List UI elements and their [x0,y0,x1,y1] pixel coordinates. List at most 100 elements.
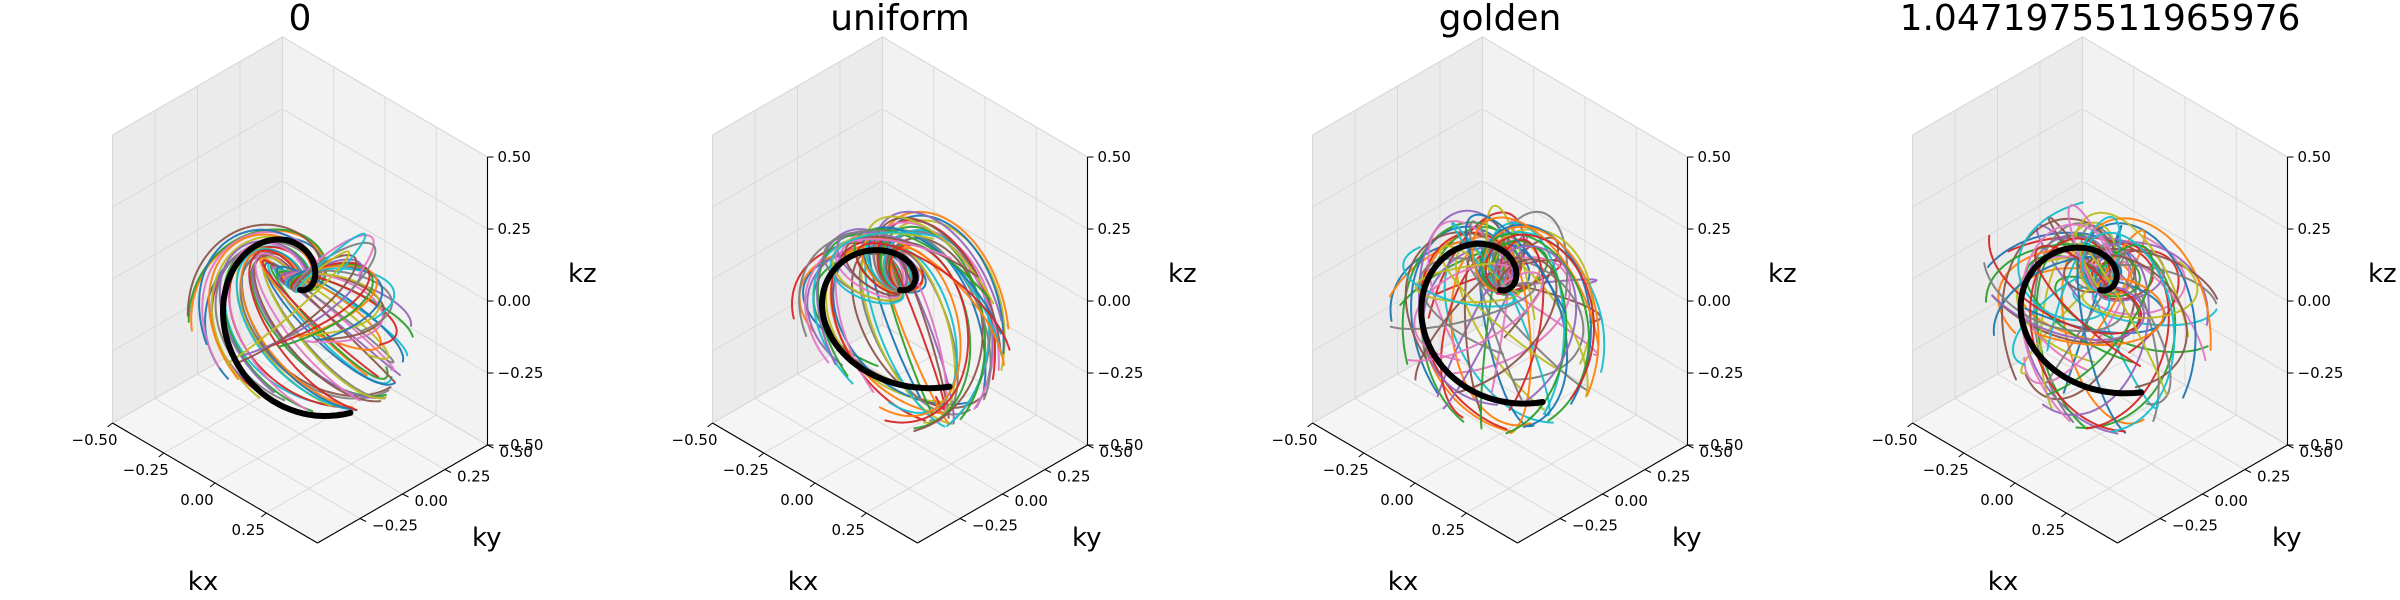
x-tick-label: −0.25 [1923,461,1969,479]
z-axis-label: kz [1168,259,1197,289]
x-tick-label: 0.25 [2032,521,2065,539]
z-axis-label: kz [2368,259,2397,289]
panel-1: −0.50 −0.25 0.00 0.25 −0.25 0.00 0.25 0.50 −0.50… [72,0,597,597]
y-axis-label: ky [1672,523,1702,553]
z-tick-label: −0.50 [1698,436,1744,454]
y-tick-label: −0.25 [2172,517,2218,535]
trajectory-41 [1481,223,1592,405]
y-tick-label: 0.50 [1100,443,1133,461]
tick-labels: −0.50−0.250.000.25 −0.250.000.250.50−0.50… [1872,148,2344,539]
x-tick-label: 0.00 [1380,491,1413,509]
y-axis-label: ky [1072,523,1102,553]
z-tick-label: 0.00 [1098,292,1131,310]
trajectory-54 [855,242,1011,351]
tick-labels: −0.50−0.250.000.25 −0.250.000.250.50−0.50… [672,148,1144,539]
y-tick-label: 0.25 [1657,468,1690,486]
z-tick-label: 0.25 [1698,220,1731,238]
panel-title: golden [1439,0,1562,39]
z-tick-label: −0.25 [498,364,544,382]
x-tick-label: 0.25 [1432,521,1465,539]
panel-3: −0.50 −0.25 0.00 0.25 −0.25 0.00 0.25 0.50 −0.50… [1272,0,1797,597]
z-tick-label: −0.50 [498,436,544,454]
y-axis-label: ky [2272,523,2302,553]
tick-labels: −0.50 −0.25 0.00 0.25 −0.25 0.00 0.25 0.50 −0.50… [1272,148,1744,539]
panel-title: 0 [289,0,312,39]
z-tick-label: −0.25 [2298,364,2344,382]
trajectory-16 [1991,287,2141,344]
panel-2: −0.50−0.250.000.25 −0.250.000.250.50−0.50… [672,0,1197,597]
x-tick-label: −0.50 [672,431,718,449]
panel-title: 1.0471975511965976 [1900,0,2301,39]
z-axis-label: kz [568,259,597,289]
trajectory-54 [1484,233,1596,400]
z-tick-label: 0.00 [1698,292,1731,310]
x-tick-label: −0.25 [723,461,769,479]
y-tick-label: 0.00 [1015,492,1048,510]
trajectory-60 [294,232,367,294]
panel-4: −0.50−0.250.000.25 −0.250.000.250.50−0.50… [1872,0,2397,597]
panel-title: uniform [830,0,970,39]
trajectory-57 [835,238,952,299]
tick-labels: −0.50 −0.25 0.00 0.25 −0.25 0.00 0.25 0.50 −0.50… [72,148,544,539]
trajectory-34 [884,243,970,424]
highlighted-trajectory [1418,240,1546,407]
y-tick-label: −0.25 [972,517,1018,535]
trajectory-55 [1991,285,2145,342]
y-tick-label: −0.25 [372,517,418,535]
trajectory-57 [1407,271,1544,362]
x-tick-label: −0.50 [72,431,118,449]
trajectory-60 [829,231,939,305]
x-tick-label: 0.25 [832,521,865,539]
x-axis-label: kx [1388,567,1418,597]
x-tick-label: 0.00 [180,491,213,509]
z-tick-label: 0.50 [498,148,531,166]
trajectory-52 [1471,216,1600,346]
highlighted-trajectory [220,236,354,419]
z-tick-label: −0.25 [1098,364,1144,382]
trajectory-6 [2024,254,2137,401]
trajectory-60 [2081,231,2176,433]
y-tick-label: 0.25 [1057,468,1090,486]
trajectory-36 [885,237,984,432]
z-tick-label: 0.50 [1698,148,1731,166]
trajectories [1389,204,1606,435]
trajectory-55 [1492,244,1578,405]
z-tick-label: −0.25 [1698,364,1744,382]
y-tick-label: 0.50 [2300,443,2333,461]
trajectory-40 [2017,201,2111,322]
trajectory-42 [280,271,382,351]
x-tick-label: 0.25 [232,521,265,539]
x-tick-label: 0.00 [1980,491,2013,509]
z-tick-label: 0.50 [1098,148,1131,166]
y-tick-label: 0.25 [457,468,490,486]
x-tick-label: −0.25 [1323,461,1369,479]
z-tick-label: 0.25 [1098,220,1131,238]
trajectory-31 [2024,279,2166,334]
trajectory-58 [823,229,904,302]
y-tick-label: 0.25 [2257,468,2290,486]
z-tick-label: 0.25 [2298,220,2331,238]
z-tick-label: 0.00 [2298,292,2331,310]
y-tick-label: 0.00 [415,492,448,510]
x-axis-label: kx [788,567,818,597]
x-tick-label: −0.25 [123,461,169,479]
highlighted-trajectory [819,247,953,392]
x-axis-label: kx [1988,567,2018,597]
x-tick-label: −0.50 [1272,431,1318,449]
y-tick-label: −0.25 [1572,517,1618,535]
y-tick-label: 0.00 [1615,492,1648,510]
trajectory-48 [2045,249,2128,384]
trajectory-60 [1402,246,1516,308]
highlighted-trajectory [2017,244,2145,397]
y-tick-label: 0.00 [2215,492,2248,510]
trajectory-25 [2055,236,2165,302]
trajectory-57 [2067,203,2124,294]
trajectory-6 [186,223,323,317]
z-axis-label: kz [1768,259,1797,289]
z-tick-label: 0.50 [2298,148,2331,166]
x-axis-label: kx [188,567,218,597]
z-tick-label: −0.50 [2298,436,2344,454]
trajectory-43 [879,225,987,420]
trajectory-59 [1414,262,1520,304]
